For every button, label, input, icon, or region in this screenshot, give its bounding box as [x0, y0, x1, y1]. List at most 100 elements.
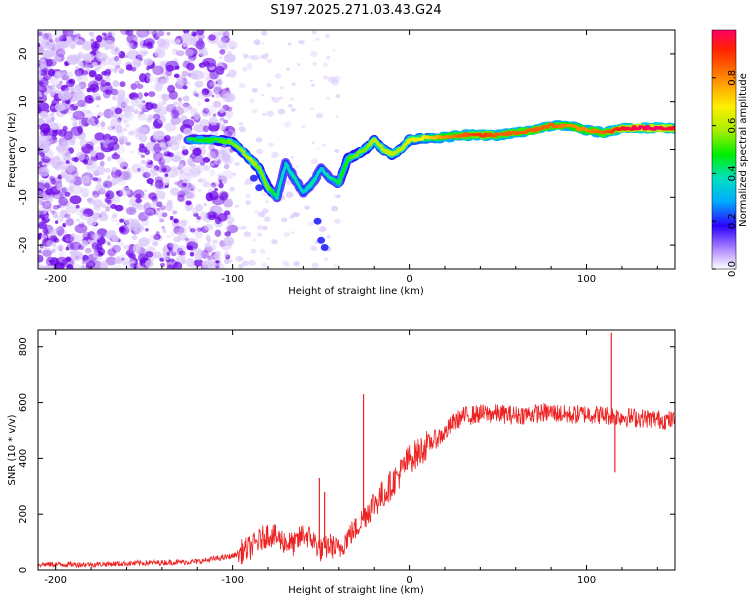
speckle-blob: [285, 191, 294, 198]
speckle-blob: [124, 122, 130, 129]
speckle-blob: [91, 232, 102, 241]
snr-series: [38, 332, 675, 569]
speckle-blob: [288, 104, 293, 108]
speckle-blob: [146, 74, 154, 83]
spectrogram-y-tick-label: 20: [18, 48, 29, 61]
speckle-blob: [83, 193, 89, 197]
speckle-blob: [65, 160, 70, 164]
speckle-blob: [53, 47, 67, 57]
speckle-blob: [138, 103, 145, 110]
speckle-blob: [170, 258, 175, 263]
speckle-blob: [208, 188, 213, 193]
speckle-blob: [38, 45, 45, 55]
speckle-blob: [111, 153, 120, 160]
speckle-blob: [133, 109, 140, 115]
speckle-blob: [255, 137, 263, 143]
speckle-blob: [67, 36, 73, 44]
speckle-blob: [153, 143, 162, 154]
speckle-blob: [144, 92, 149, 97]
speckle-blob: [176, 50, 185, 57]
speckle-blob: [39, 37, 44, 42]
speckle-blob: [156, 210, 163, 218]
speckle-blob: [217, 87, 224, 95]
speckle-blob: [127, 130, 135, 136]
speckle-blob: [104, 240, 109, 245]
speckle-blob: [154, 179, 164, 189]
speckle-blob: [261, 30, 268, 36]
speckle-blob: [206, 151, 217, 160]
speckle-blob: [90, 138, 98, 145]
speckle-blob: [53, 30, 63, 40]
speckle-blob: [153, 251, 162, 259]
ridge-segment: [275, 192, 280, 200]
speckle-blob: [197, 248, 202, 253]
speckle-blob: [54, 155, 60, 160]
speckle-blob: [204, 98, 210, 103]
speckle-blob: [203, 202, 207, 207]
speckle-blob: [279, 96, 283, 100]
speckle-blob: [205, 234, 211, 241]
speckle-blob: [290, 97, 295, 101]
speckle-blob: [145, 170, 156, 179]
speckle-blob: [165, 168, 179, 178]
speckle-blob: [195, 231, 204, 239]
speckle-blob: [176, 133, 183, 141]
speckle-blob: [59, 103, 69, 110]
speckle-blob: [42, 227, 49, 235]
speckle-blob: [181, 32, 194, 43]
speckle-blob: [229, 187, 236, 192]
speckle-blob: [64, 191, 71, 197]
speckle-blob: [291, 231, 295, 234]
speckle-blob: [285, 67, 291, 72]
speckle-blob: [141, 100, 146, 104]
speckle-blob: [80, 109, 88, 117]
speckle-blob: [186, 257, 195, 268]
speckle-blob: [101, 179, 112, 188]
speckle-blob: [250, 248, 257, 254]
speckle-blob: [38, 232, 43, 237]
speckle-blob: [219, 192, 228, 201]
speckle-blob: [100, 260, 108, 269]
speckle-blob: [218, 107, 226, 114]
speckle-blob: [80, 187, 90, 198]
speckle-blob: [167, 152, 174, 158]
speckle-blob: [78, 61, 84, 67]
snr-y-tick-label: 200: [18, 505, 29, 524]
speckle-blob: [40, 110, 47, 117]
speckle-blob: [115, 240, 125, 247]
speckle-blob: [195, 203, 204, 212]
speckle-blob: [220, 241, 232, 251]
speckle-blob: [157, 165, 168, 173]
speckle-blob: [47, 45, 54, 50]
spectrogram-x-ticks: -200 -100 0 100: [44, 30, 658, 285]
speckle-blob: [172, 210, 178, 215]
speckle-blob: [79, 213, 90, 221]
speckle-blob: [52, 213, 59, 219]
speckle-blob: [107, 156, 112, 162]
speckle-blob: [227, 40, 238, 50]
speckle-blob: [160, 164, 171, 173]
snr-y-tick-label: 800: [18, 337, 29, 356]
ridge-segment: [341, 167, 346, 174]
speckle-blob: [57, 143, 66, 153]
speckle-blob: [108, 56, 122, 67]
speckle-blob: [111, 245, 121, 253]
speckle-blob: [219, 49, 226, 55]
speckle-blob: [91, 61, 98, 67]
speckle-blob: [228, 198, 233, 203]
speckle-blob: [117, 89, 126, 99]
speckle-blob: [42, 200, 52, 210]
speckle-blob: [61, 186, 68, 194]
speckle-blob: [126, 34, 138, 44]
speckle-blob: [157, 94, 163, 99]
speckle-blob: [190, 72, 198, 80]
snr-x-tick-label: 0: [406, 575, 412, 586]
ridge-segment: [534, 126, 540, 130]
speckle-blob: [181, 148, 189, 156]
speckle-blob: [85, 141, 94, 149]
speckle-blob: [75, 84, 82, 92]
snr-x-tick-label: 100: [577, 575, 596, 586]
speckle-blob: [124, 185, 129, 192]
speckle-blob: [42, 33, 49, 41]
speckle-blob: [297, 40, 302, 44]
